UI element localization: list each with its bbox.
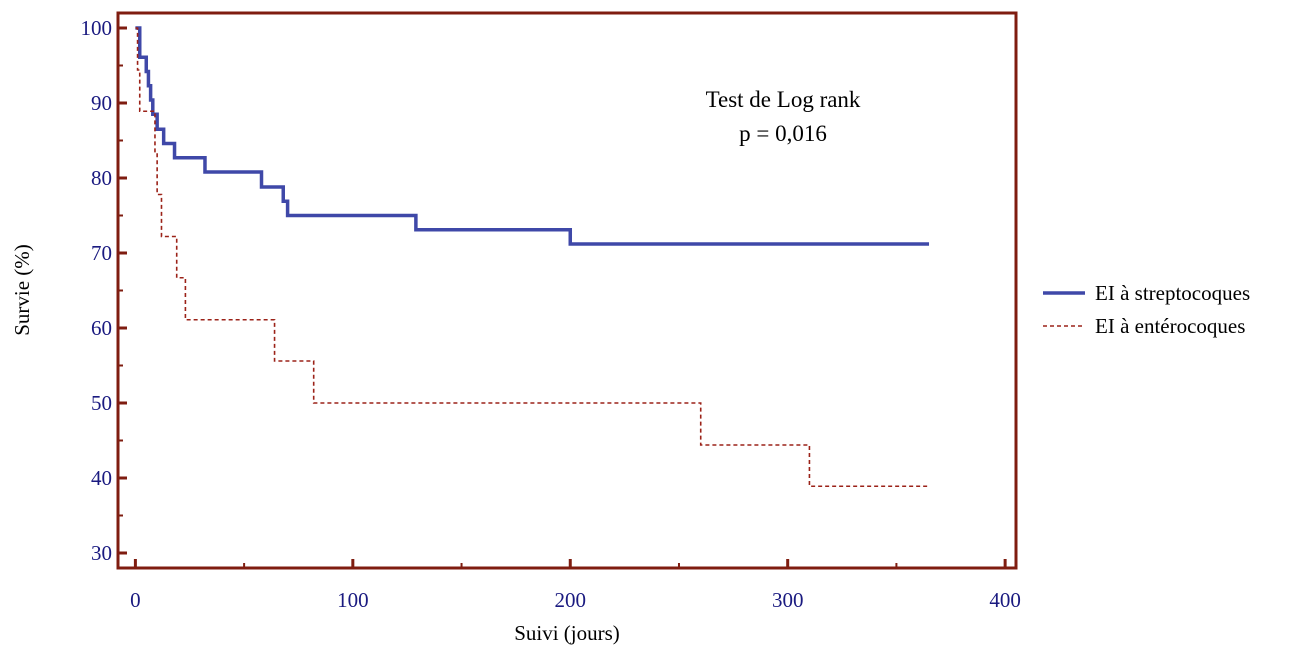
y-tick-label: 100 <box>81 16 113 40</box>
y-tick-label: 70 <box>91 241 112 265</box>
y-tick-label: 80 <box>91 166 112 190</box>
x-axis-title: Suivi (jours) <box>514 621 620 645</box>
series-line-streptocoques <box>135 26 930 246</box>
y-axis-title: Survie (%) <box>10 244 34 336</box>
legend-label-streptocoques: EI à streptocoques <box>1095 281 1250 305</box>
annotation-test-name: Test de Log rank <box>706 87 861 112</box>
x-tick-label: 300 <box>772 588 804 612</box>
plot-frame <box>116 11 1018 570</box>
legend: EI à streptocoques EI à entérocoques <box>1043 281 1250 338</box>
y-tick-label: 60 <box>91 316 112 340</box>
y-tick-label: 40 <box>91 466 112 490</box>
x-tick-label: 200 <box>555 588 587 612</box>
x-tick-label: 100 <box>337 588 369 612</box>
y-tick-label: 90 <box>91 91 112 115</box>
legend-label-enterocoques: EI à entérocoques <box>1095 314 1245 338</box>
y-axis-tick-labels: 30 40 50 60 70 80 90 100 <box>81 16 113 565</box>
x-axis-tick-labels: 0 100 200 300 400 <box>130 588 1021 612</box>
x-tick-label: 0 <box>130 588 141 612</box>
series-line-enterocoques <box>135 27 930 488</box>
annotation-p-value: p = 0,016 <box>739 121 827 146</box>
series-layer <box>135 26 930 488</box>
y-tick-label: 30 <box>91 541 112 565</box>
x-tick-label: 400 <box>989 588 1021 612</box>
y-tick-label: 50 <box>91 391 112 415</box>
